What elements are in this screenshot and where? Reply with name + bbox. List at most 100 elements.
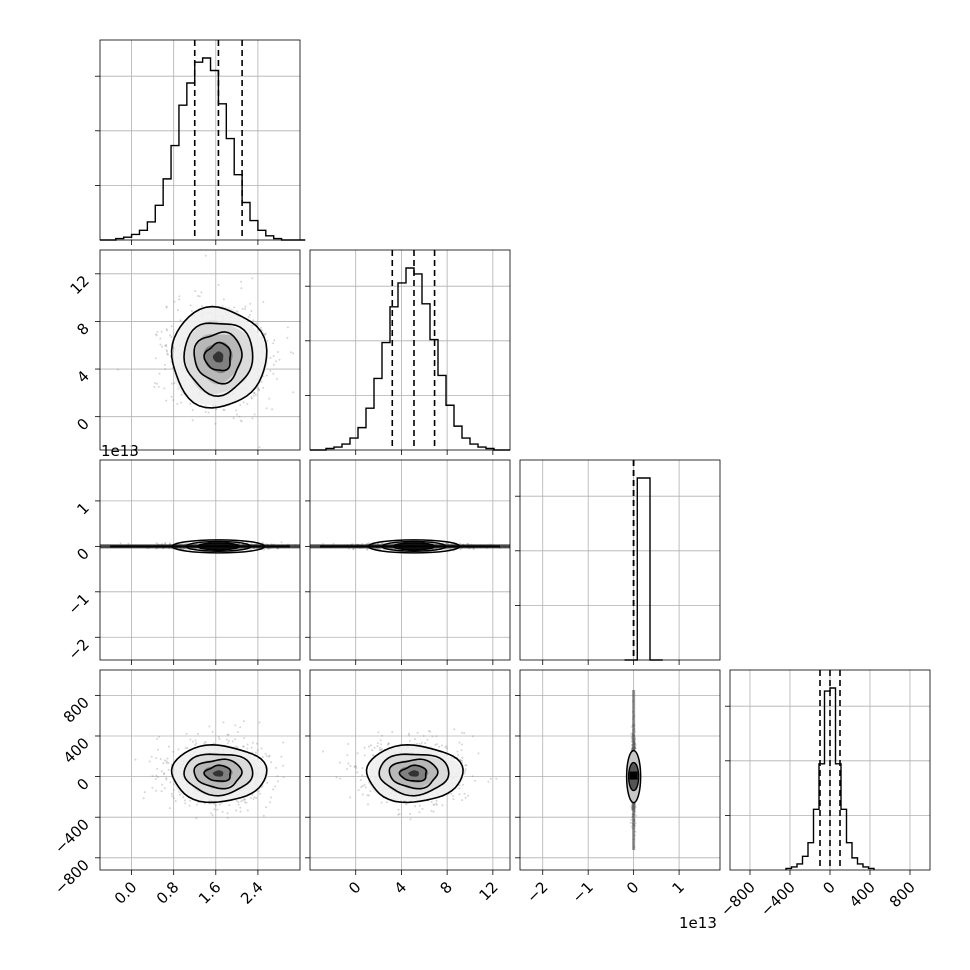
sample-point xyxy=(361,774,364,777)
sample-point xyxy=(246,403,249,405)
sample-point xyxy=(148,760,151,763)
sample-point xyxy=(407,732,410,735)
sample-point xyxy=(243,308,246,311)
sample-point xyxy=(167,353,169,356)
sample-point xyxy=(222,408,225,411)
sample-point xyxy=(172,789,175,791)
sample-point xyxy=(397,808,400,811)
contour-line-0 xyxy=(365,743,464,804)
sample-point xyxy=(245,801,248,804)
sample-point xyxy=(414,738,416,740)
sample-point xyxy=(184,802,187,805)
sample-point xyxy=(280,541,283,544)
panel-frame xyxy=(309,249,511,451)
sample-point xyxy=(190,310,193,313)
sample-point xyxy=(354,765,357,768)
sample-point xyxy=(188,804,191,807)
sample-point xyxy=(270,796,272,799)
sample-point xyxy=(156,330,159,333)
sample-point xyxy=(150,755,153,758)
sample-point xyxy=(257,790,260,793)
sample-point xyxy=(262,814,265,817)
sample-point xyxy=(461,731,464,734)
sample-point xyxy=(487,780,490,783)
panel-frame xyxy=(99,459,301,661)
sample-point xyxy=(170,325,173,328)
sample-point xyxy=(267,548,270,550)
sample-point xyxy=(272,372,275,375)
contour-line-0 xyxy=(170,305,268,409)
sample-point xyxy=(168,807,171,810)
sample-point xyxy=(386,801,388,804)
scatter-2-0-panel xyxy=(95,459,301,665)
sample-point xyxy=(463,792,466,795)
sample-point xyxy=(461,756,464,759)
sample-point xyxy=(272,788,275,791)
sample-point xyxy=(226,733,229,736)
sample-point xyxy=(157,748,159,751)
sample-point xyxy=(378,548,381,551)
sample-point xyxy=(445,542,448,545)
sample-point xyxy=(436,743,438,746)
sample-point xyxy=(172,750,175,753)
sample-point xyxy=(189,304,192,307)
sample-point xyxy=(431,735,434,738)
sample-point xyxy=(363,783,366,786)
sample-point xyxy=(155,757,158,760)
sample-point xyxy=(489,777,492,780)
sample-point xyxy=(184,747,187,750)
sample-point xyxy=(292,352,294,355)
sample-point xyxy=(159,343,162,346)
sample-point xyxy=(347,762,350,765)
sample-point xyxy=(359,779,362,781)
sample-point xyxy=(242,745,245,748)
sample-point xyxy=(276,351,279,353)
sample-point xyxy=(275,360,277,363)
sample-point xyxy=(338,761,341,764)
sample-point xyxy=(522,549,524,551)
contour-line-1 xyxy=(183,753,254,797)
sample-point xyxy=(203,742,206,744)
sample-point xyxy=(373,746,376,749)
sample-point xyxy=(178,298,181,301)
sample-point xyxy=(171,382,173,385)
density-fill-4 xyxy=(408,770,419,777)
panel-frame xyxy=(99,669,301,871)
sample-point xyxy=(250,746,253,749)
sample-point xyxy=(156,776,159,779)
sample-point xyxy=(228,804,231,807)
sample-point xyxy=(154,357,157,360)
sample-point xyxy=(167,745,170,748)
row2-y-offset-label: 1e13 xyxy=(101,442,139,460)
sample-point xyxy=(253,796,256,799)
sample-point xyxy=(161,345,164,348)
sample-point xyxy=(289,351,292,354)
sample-point xyxy=(377,731,380,734)
histogram-step xyxy=(624,477,663,661)
sample-point xyxy=(286,336,289,339)
sample-point xyxy=(194,739,197,742)
sample-point xyxy=(165,349,168,352)
sample-point xyxy=(222,298,225,301)
panel-content xyxy=(100,250,300,450)
sample-point xyxy=(165,345,168,348)
sample-point xyxy=(250,396,253,399)
density-fill-4 xyxy=(212,770,224,777)
sample-point xyxy=(176,402,179,405)
sample-point xyxy=(189,799,192,802)
sample-point xyxy=(376,742,379,745)
sample-point xyxy=(246,747,249,750)
sample-point xyxy=(239,726,242,729)
sample-point xyxy=(161,783,164,786)
sample-point xyxy=(443,548,446,551)
sample-point xyxy=(163,387,166,390)
sample-point xyxy=(179,319,182,322)
sample-point xyxy=(434,744,437,746)
sample-point xyxy=(218,735,220,738)
sample-point xyxy=(269,356,272,359)
histogram-step xyxy=(785,687,875,870)
sample-point xyxy=(458,787,461,790)
sample-point xyxy=(172,797,175,800)
sample-point xyxy=(235,413,238,416)
sample-point xyxy=(249,313,251,316)
